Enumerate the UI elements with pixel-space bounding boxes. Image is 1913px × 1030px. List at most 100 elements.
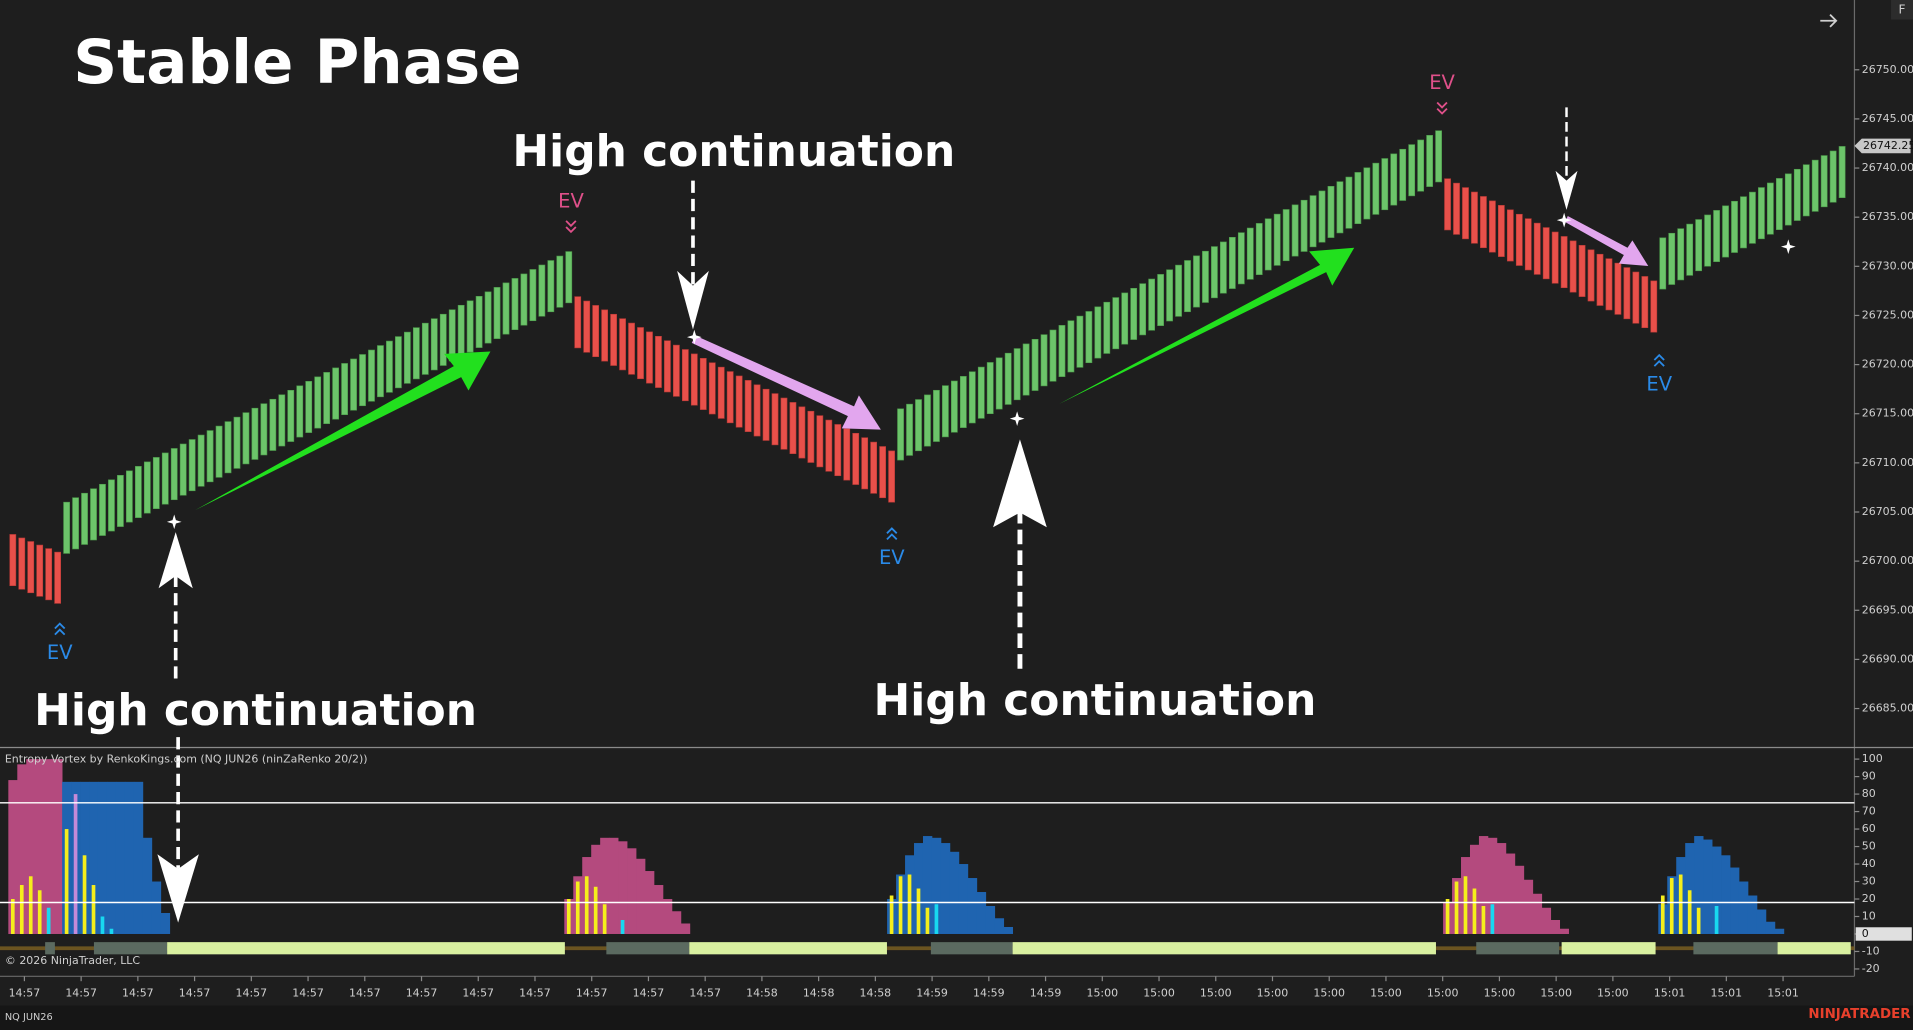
x-tick-label: 14:57 [65, 986, 97, 999]
y-tick-label: 30 [1862, 875, 1876, 888]
renko-brick [699, 358, 707, 410]
panel-button[interactable] [1891, 0, 1913, 20]
renko-brick [18, 537, 26, 590]
renko-brick [1246, 227, 1254, 280]
hist-area [1550, 919, 1561, 934]
renko-brick [924, 394, 931, 447]
renko-brick [466, 300, 474, 353]
strip-neutral [606, 942, 690, 955]
renko-brick [1820, 155, 1828, 208]
renko-brick [735, 375, 743, 428]
renko-brick [1130, 287, 1138, 340]
renko-brick [457, 304, 465, 357]
x-tick-label: 15:00 [1200, 986, 1232, 999]
hist-area [985, 906, 996, 934]
renko-brick [143, 461, 151, 514]
renko-brick [986, 362, 994, 415]
renko-brick [260, 403, 268, 456]
hist-area [97, 781, 108, 934]
renko-brick [1551, 231, 1559, 284]
signal-star [686, 329, 702, 345]
renko-brick [1838, 146, 1846, 198]
renko-brick [673, 344, 680, 397]
y-tick-label: 70 [1862, 805, 1876, 818]
renko-brick [368, 349, 375, 402]
x-tick-label: 14:57 [689, 986, 721, 999]
renko-brick [753, 384, 761, 437]
renko-brick [762, 388, 770, 441]
renko-brick [1237, 232, 1245, 285]
hist-bar [1660, 895, 1665, 934]
hist-area [17, 764, 27, 934]
renko-brick [1363, 167, 1371, 220]
renko-brick [933, 389, 940, 442]
renko-brick [475, 296, 483, 348]
renko-brick [9, 534, 17, 587]
renko-brick [179, 443, 187, 496]
y-tick-label: 0 [1862, 927, 1869, 940]
hist-area [89, 781, 99, 934]
renko-brick [1121, 292, 1129, 345]
hist-bar [1687, 890, 1692, 934]
renko-brick [1811, 159, 1819, 212]
renko-brick [152, 457, 160, 509]
x-tick-label: 14:58 [860, 986, 892, 999]
pink-arrow [1565, 216, 1649, 267]
x-tick-label: 14:57 [519, 986, 551, 999]
renko-brick [1749, 191, 1756, 244]
renko-brick [1596, 253, 1604, 306]
renko-brick [377, 345, 384, 398]
hist-area [1559, 928, 1569, 934]
y-tick-label: 80 [1862, 787, 1876, 800]
hist-bar [19, 885, 24, 934]
renko-bricks [9, 130, 1846, 604]
hist-area [1765, 921, 1776, 934]
hist-bar [898, 876, 903, 934]
x-tick-label: 14:58 [803, 986, 835, 999]
annotation: High continuation [512, 126, 955, 177]
renko-brick [117, 475, 124, 527]
renko-brick [1291, 204, 1299, 257]
y-tick-label: 26720.00 [1862, 358, 1913, 371]
instrument: NQ JUN26 [5, 1012, 53, 1023]
x-tick-label: 14:59 [1030, 986, 1062, 999]
renko-brick [1524, 218, 1532, 271]
renko-brick [1022, 343, 1030, 396]
hist-bar [907, 874, 912, 934]
renko-brick [915, 399, 922, 452]
renko-brick [861, 437, 869, 490]
last-price-label: 26742.25 [1863, 139, 1913, 152]
renko-brick [1148, 278, 1155, 331]
hist-bar [73, 794, 78, 934]
hist-bar [1445, 899, 1450, 934]
white-arrow-head [677, 270, 709, 330]
strip-active [167, 942, 565, 955]
hist-bar [1696, 907, 1701, 934]
x-tick-label: 15:00 [1540, 986, 1572, 999]
expand-icon[interactable] [1820, 13, 1838, 28]
x-tick-label: 15:00 [1484, 986, 1516, 999]
hist-area [1532, 893, 1543, 934]
hist-area [160, 912, 171, 934]
renko-brick [1408, 144, 1416, 197]
green-arrow [1058, 247, 1355, 404]
x-tick-label: 14:57 [179, 986, 211, 999]
renko-brick [968, 371, 976, 424]
y-tick-label: 26690.00 [1862, 652, 1913, 665]
hist-area [627, 848, 637, 934]
hist-area [1756, 909, 1767, 934]
x-tick-label: 15:00 [1257, 986, 1289, 999]
hist-area [1523, 879, 1534, 934]
renko-brick [502, 282, 510, 335]
hist-area [931, 837, 942, 934]
panel-button-label[interactable]: F [1899, 2, 1906, 16]
renko-brick [1587, 249, 1595, 302]
renko-brick [170, 448, 178, 501]
renko-brick [412, 327, 420, 380]
renko-brick [1202, 250, 1209, 303]
renko-brick [430, 318, 438, 371]
renko-brick [1569, 240, 1577, 293]
hist-bar [934, 904, 939, 934]
pink-arrow [691, 335, 881, 430]
renko-brick [269, 398, 277, 451]
